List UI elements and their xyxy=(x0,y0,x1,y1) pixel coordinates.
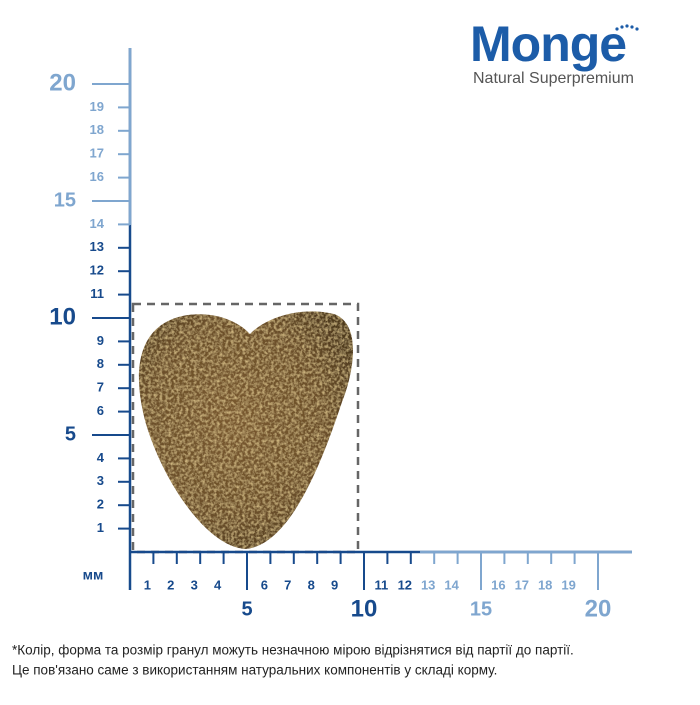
brand-tagline: Natural Superpremium xyxy=(473,70,634,87)
y-tick-label: 8 xyxy=(97,356,104,371)
y-tick-label: 17 xyxy=(90,146,104,161)
x-tick-label: 4 xyxy=(214,577,222,592)
brand-name: Monge xyxy=(470,16,626,72)
x-tick-label: 7 xyxy=(284,577,291,592)
x-major-label: 5 xyxy=(241,598,252,620)
y-tick-label: 9 xyxy=(97,333,104,348)
y-tick-label: 7 xyxy=(97,380,104,395)
footnote-line: Це пов'язано саме з використанням натура… xyxy=(12,663,497,678)
unit-label: мм xyxy=(83,567,104,583)
x-tick-label: 18 xyxy=(538,577,552,592)
y-tick-label: 13 xyxy=(90,239,104,254)
y-tick-label: 6 xyxy=(97,403,104,418)
x-tick-label: 12 xyxy=(398,577,412,592)
y-major-label: 20 xyxy=(49,69,76,96)
x-tick-label: 8 xyxy=(308,577,315,592)
x-tick-label: 16 xyxy=(491,577,505,592)
y-major-label: 15 xyxy=(54,189,76,211)
size-box xyxy=(131,302,360,554)
x-tick-label: 14 xyxy=(444,577,459,592)
y-tick-label: 19 xyxy=(90,99,104,114)
y-tick-label: 16 xyxy=(90,169,104,184)
y-tick-label: 3 xyxy=(97,473,104,488)
logo-stars xyxy=(615,24,639,31)
kibble xyxy=(138,311,353,549)
x-tick-label: 13 xyxy=(421,577,435,592)
y-tick-label: 12 xyxy=(90,263,104,278)
x-tick-label: 6 xyxy=(261,577,268,592)
y-tick-label: 4 xyxy=(97,450,105,465)
y-major-label: 5 xyxy=(65,423,76,445)
footnote-line: *Колір, форма та розмір гранул можуть не… xyxy=(12,643,574,658)
x-tick-label: 19 xyxy=(561,577,575,592)
x-tick-label: 3 xyxy=(191,577,198,592)
x-tick-label: 17 xyxy=(515,577,529,592)
x-tick-label: 9 xyxy=(331,577,338,592)
x-tick-label: 2 xyxy=(167,577,174,592)
logo: Monge Natural Superpremium xyxy=(470,16,639,87)
y-tick-label: 18 xyxy=(90,122,104,137)
y-tick-label: 2 xyxy=(97,497,104,512)
x-tick-label: 11 xyxy=(375,577,389,592)
y-major-label: 10 xyxy=(49,303,76,330)
y-tick-label: 1 xyxy=(97,520,104,535)
x-major-label: 10 xyxy=(351,595,378,622)
y-tick-label: 14 xyxy=(90,216,105,231)
x-major-label: 15 xyxy=(470,598,492,620)
y-tick-label: 11 xyxy=(90,286,104,301)
x-major-label: 20 xyxy=(585,595,612,622)
x-tick-label: 1 xyxy=(144,577,151,592)
